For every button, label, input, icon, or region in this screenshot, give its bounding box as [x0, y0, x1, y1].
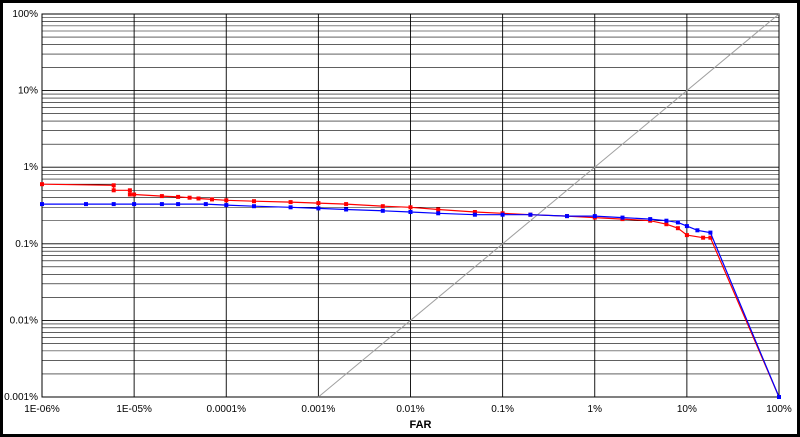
series-2-point [380, 208, 385, 213]
series-1-line [41, 183, 780, 398]
x-axis-label: FAR [410, 419, 432, 431]
series-1-point [196, 196, 201, 201]
series-2-point [500, 212, 505, 217]
series-2-point [159, 202, 164, 207]
series-1-point [436, 207, 441, 212]
series-2-point [84, 202, 88, 207]
diagonal-reference [318, 13, 780, 398]
series-1-point [40, 182, 44, 187]
series-2-point [344, 207, 349, 212]
series-1-point [408, 205, 413, 210]
series-1-point [664, 222, 669, 227]
series-2-point [132, 202, 137, 207]
series-2-point [565, 214, 569, 219]
series-2-point [708, 230, 713, 235]
y-tick-label: 0.001% [4, 392, 38, 403]
series-1-point [224, 198, 229, 203]
series-1-point [111, 188, 116, 193]
series-2-point [648, 217, 653, 222]
series-2-line [42, 203, 780, 398]
x-tick-label: 0.001% [301, 404, 335, 415]
series-1-point [252, 199, 256, 204]
series-2-point [777, 395, 781, 399]
series-1-point [344, 202, 349, 207]
series-group [40, 182, 781, 399]
series-2-point [695, 228, 700, 233]
series-2-point [111, 202, 116, 207]
far-chart: 1E-06% 1E-05% 0.0001% 0.001% 0.01% 0.1% 1% 10% 1… [4, 9, 792, 431]
series-1-point [111, 183, 116, 188]
series-2-point [592, 214, 597, 219]
series-1-point [708, 235, 713, 240]
x-tick-label: 1E-05% [116, 404, 152, 415]
series-2-point [664, 218, 669, 223]
x-tick-label: 1E-06% [24, 404, 60, 415]
x-tick-label: 0.0001% [207, 404, 247, 415]
series-2-point [40, 202, 44, 207]
y-tick-label: 10% [18, 86, 38, 97]
diagonal-line [318, 13, 780, 398]
series-1-point [701, 235, 706, 240]
x-tick-label: 0.1% [491, 404, 514, 415]
series-2-point [472, 212, 477, 217]
series-2-point [224, 203, 229, 208]
x-tick-label: 0.01% [396, 404, 424, 415]
x-tick-label: 100% [766, 404, 792, 415]
series-1-point [176, 194, 181, 199]
series-2-point [252, 204, 256, 209]
series-2-point [436, 211, 441, 216]
series-1-point [380, 204, 385, 209]
series-2-point [528, 212, 533, 217]
y-tick-label: 100% [12, 9, 38, 20]
series-2-point [675, 220, 680, 225]
series-2-point [316, 206, 321, 211]
x-tick-label: 1% [588, 404, 603, 415]
series-2-point [684, 224, 689, 229]
y-tick-label: 0.01% [10, 315, 38, 326]
series-1-point [210, 197, 214, 202]
series-2-point [288, 205, 293, 210]
series-1-point [675, 226, 680, 231]
series-2-point [620, 215, 625, 220]
y-tick-label: 0.1% [15, 239, 38, 250]
x-tick-labels: 1E-06% 1E-05% 0.0001% 0.001% 0.01% 0.1% 1% 10% 1… [24, 404, 792, 415]
series-1-point [132, 192, 137, 197]
series-1-point [127, 192, 132, 197]
chart-frame: 1E-06% 1E-05% 0.0001% 0.001% 0.01% 0.1% 1% 10% 1… [3, 3, 797, 434]
series-1-point [127, 188, 132, 193]
series-2-point [203, 202, 208, 207]
series-1-point [684, 233, 689, 238]
series-1-point [187, 195, 192, 200]
y-tick-labels: 0.001% 0.01% 0.1% 1% 10% 100% [4, 9, 38, 403]
series-1-point [472, 210, 477, 214]
series-2-point [176, 202, 181, 207]
series-1-point [288, 200, 293, 205]
series-1-point [316, 201, 321, 206]
x-tick-label: 10% [677, 404, 697, 415]
y-tick-label: 1% [24, 162, 39, 173]
series-2-point [408, 210, 413, 214]
series-1-point [159, 194, 164, 199]
